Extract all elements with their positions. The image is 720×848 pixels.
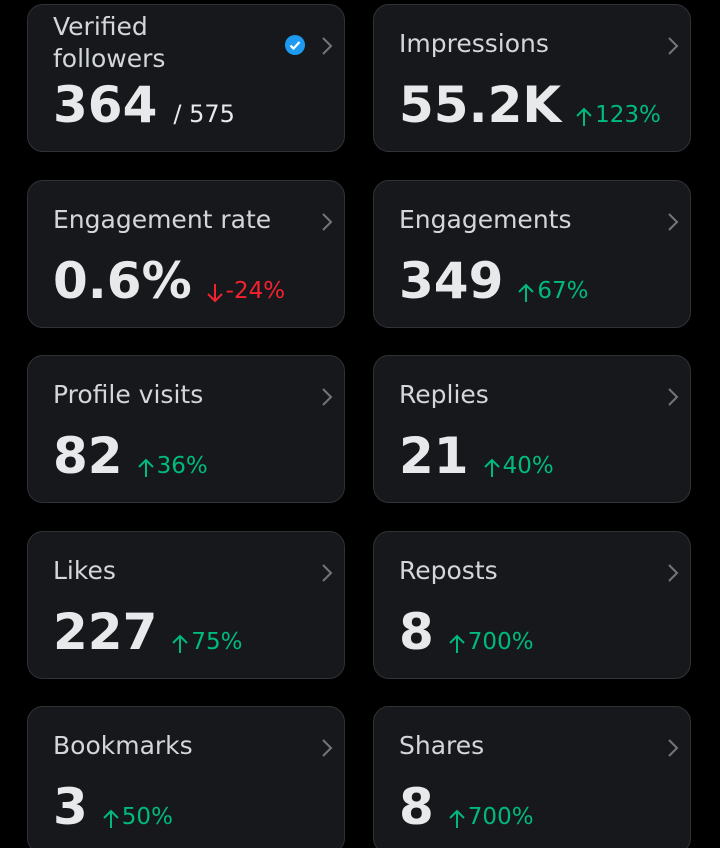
metric-value: 3 xyxy=(53,778,88,836)
value-row: 21 40% xyxy=(399,426,554,486)
metric-value: 8 xyxy=(399,778,434,836)
metric-change: 700% xyxy=(448,629,534,655)
metric-card[interactable]: Shares 8 700% xyxy=(373,706,691,848)
value-row: 227 75% xyxy=(53,602,243,662)
chevron-icon xyxy=(668,388,679,406)
trend-arrow xyxy=(172,634,189,653)
value-row: 55.2K 123% xyxy=(399,75,661,135)
trend-arrow xyxy=(518,283,535,302)
trend-arrow xyxy=(483,458,500,477)
trend-arrow xyxy=(103,809,119,828)
metric-label: Profile visits xyxy=(53,380,204,409)
metric-value: 8 xyxy=(399,602,434,661)
value-row: 3 50% xyxy=(53,777,173,837)
change-text: 40% xyxy=(502,453,554,479)
metric-card[interactable]: Likes 227 75% xyxy=(27,530,345,679)
chevron-icon xyxy=(322,388,333,406)
metric-total: / 575 xyxy=(173,100,235,128)
metric-label: Engagements xyxy=(399,204,572,234)
metric-card[interactable]: Replies 21 40% xyxy=(373,355,691,503)
metric-card[interactable]: Engagements 349 67% xyxy=(373,179,691,328)
metric-value: 364 xyxy=(53,76,158,134)
chevron-icon xyxy=(322,212,333,231)
change-text: 50% xyxy=(121,804,173,830)
metric-value: 55.2K xyxy=(399,76,562,134)
chevron-icon xyxy=(322,37,333,55)
change-text: 75% xyxy=(191,628,243,655)
value-row: 0.6% -24% xyxy=(53,251,285,311)
metric-value: 227 xyxy=(53,602,158,661)
metric-change: 40% xyxy=(483,453,554,479)
metric-label: Reposts xyxy=(399,555,498,585)
value-row: 364 / 575 xyxy=(53,75,235,135)
value-row: 82 36% xyxy=(53,426,208,486)
change-text: -24% xyxy=(225,277,286,304)
metric-card[interactable]: Verified followers 364 / 575 xyxy=(27,4,345,152)
chevron-icon xyxy=(668,212,679,231)
trend-arrow xyxy=(576,107,592,126)
metric-card[interactable]: Profile visits 82 36% xyxy=(27,355,345,503)
chevron-icon xyxy=(668,37,679,55)
trend-arrow xyxy=(206,283,223,302)
metric-label: Bookmarks xyxy=(53,731,193,760)
metric-value: 21 xyxy=(399,427,469,485)
change-text: 700% xyxy=(467,804,534,830)
chevron-icon xyxy=(322,563,333,582)
metric-change: 50% xyxy=(102,804,173,830)
metric-change: 67% xyxy=(517,277,589,304)
metric-label: Shares xyxy=(399,731,485,760)
change-text: 36% xyxy=(156,453,208,479)
trend-arrow xyxy=(449,634,465,653)
change-text: 67% xyxy=(537,277,589,304)
metric-value: 82 xyxy=(53,427,123,485)
chevron-icon xyxy=(668,739,679,757)
metric-change: 123% xyxy=(575,102,661,128)
metric-card[interactable]: Reposts 8 700% xyxy=(373,530,691,679)
change-text: 123% xyxy=(595,102,661,128)
metric-change: 36% xyxy=(137,453,208,479)
metric-label: Likes xyxy=(53,555,116,585)
metric-change: 700% xyxy=(448,804,534,830)
chevron-icon xyxy=(668,563,679,582)
value-row: 349 67% xyxy=(399,251,589,311)
value-row: 8 700% xyxy=(399,602,534,662)
metric-change: -24% xyxy=(206,278,285,304)
metric-label: Replies xyxy=(399,380,489,409)
metric-label: Engagement rate xyxy=(53,204,272,234)
trend-arrow xyxy=(449,809,465,828)
metric-value: 0.6% xyxy=(53,251,192,310)
metric-card[interactable]: Impressions 55.2K 123% xyxy=(373,4,691,152)
chevron-icon xyxy=(322,739,333,757)
trend-arrow xyxy=(137,458,154,477)
metric-label: Impressions xyxy=(399,29,549,58)
metric-value: 349 xyxy=(399,251,504,310)
metric-card[interactable]: Bookmarks 3 50% xyxy=(27,706,345,848)
verified-badge xyxy=(285,35,305,55)
metric-card[interactable]: Engagement rate 0.6% -24% xyxy=(27,179,345,328)
metric-change: 75% xyxy=(171,628,243,655)
metric-label: Verified followers xyxy=(53,12,166,73)
value-row: 8 700% xyxy=(399,777,534,837)
change-text: 700% xyxy=(467,628,534,655)
